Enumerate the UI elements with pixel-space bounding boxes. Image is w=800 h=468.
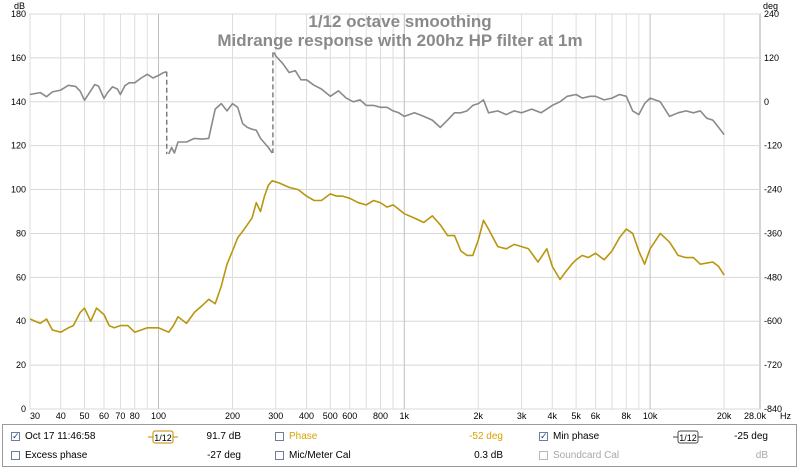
x-tick-label: 100 bbox=[151, 411, 166, 421]
legend-row-1: ✓ Oct 17 11:46:58 1/12 91.7 dB Phase -52… bbox=[3, 427, 796, 447]
right-axis-unit: deg bbox=[763, 1, 778, 11]
right-tick-label: -360 bbox=[764, 228, 782, 238]
x-tick-label: 800 bbox=[373, 411, 388, 421]
x-tick-label: 6k bbox=[591, 411, 601, 421]
x-tick-label: 400 bbox=[299, 411, 314, 421]
right-tick-label: 240 bbox=[764, 9, 779, 19]
legend-row-2: Excess phase -27 deg Mic/Meter Cal 0.3 d… bbox=[3, 446, 796, 466]
x-tick-label: 70 bbox=[115, 411, 125, 421]
x-tick-label: 60 bbox=[99, 411, 109, 421]
right-tick-label: -480 bbox=[764, 272, 782, 282]
x-axis-unit: Hz bbox=[780, 411, 791, 421]
min-phase-checkbox[interactable]: ✓ bbox=[539, 431, 548, 441]
min-phase-series-line bbox=[273, 52, 725, 136]
min-phase-series-line bbox=[29, 71, 167, 102]
min-phase-series-line bbox=[167, 102, 273, 155]
left-tick-label: 40 bbox=[16, 316, 26, 326]
min-phase-label: Min phase bbox=[553, 431, 600, 442]
measurement-value: 91.7 dB bbox=[206, 431, 241, 442]
left-tick-label: 100 bbox=[11, 185, 26, 195]
excess-phase-checkbox[interactable] bbox=[11, 451, 20, 460]
left-axis-unit: dB bbox=[14, 1, 25, 11]
left-tick-label: 60 bbox=[16, 272, 26, 282]
x-tick-label: 500 bbox=[323, 411, 338, 421]
smoothing-icon[interactable]: 1/12 bbox=[148, 430, 178, 444]
min-phase-smoothing-label: 1/12 bbox=[679, 433, 697, 443]
phase-checkbox[interactable] bbox=[275, 432, 284, 441]
left-tick-label: 80 bbox=[16, 228, 26, 238]
soundcard-cal-label: Soundcard Cal bbox=[553, 450, 620, 461]
right-tick-label: 120 bbox=[764, 53, 779, 63]
plot-area[interactable] bbox=[29, 13, 761, 410]
x-tick-label: 30 bbox=[30, 411, 40, 421]
soundcard-cal-value: dB bbox=[755, 450, 768, 461]
x-tick-label: 28.0k bbox=[744, 411, 767, 421]
x-tick-label: 4k bbox=[548, 411, 558, 421]
x-tick-label: 600 bbox=[342, 411, 357, 421]
x-tick-label: 5k bbox=[571, 411, 581, 421]
chart-title-line-2: Midrange response with 200hz HP filter a… bbox=[217, 31, 582, 50]
min-phase-value: -25 deg bbox=[734, 431, 768, 442]
x-tick-label: 20k bbox=[717, 411, 732, 421]
frequency-response-chart: 0 20 40 60 80 100 120 140 160 180 -840 -720 -600 -48… bbox=[11, 1, 792, 421]
right-axis: -840 -720 -600 -480 -360 -240 -120 0 120 240 bbox=[764, 9, 782, 414]
right-tick-label: 0 bbox=[764, 97, 769, 107]
x-tick-label: 3k bbox=[517, 411, 527, 421]
soundcard-cal-checkbox bbox=[539, 451, 548, 460]
measurement-checkbox[interactable]: ✓ bbox=[11, 431, 20, 441]
right-tick-label: -600 bbox=[764, 316, 782, 326]
right-tick-label: -840 bbox=[764, 404, 782, 414]
series-layer bbox=[29, 52, 725, 334]
min-phase-smoothing-icon[interactable]: 1/12 bbox=[673, 430, 703, 444]
x-tick-label: 300 bbox=[268, 411, 283, 421]
excess-phase-label: Excess phase bbox=[25, 450, 88, 461]
spl-series-line bbox=[29, 180, 725, 334]
left-tick-label: 160 bbox=[11, 53, 26, 63]
left-tick-label: 20 bbox=[16, 360, 26, 370]
x-tick-label: 1k bbox=[400, 411, 410, 421]
excess-phase-value: -27 deg bbox=[207, 450, 241, 461]
left-tick-label: 140 bbox=[11, 97, 26, 107]
x-axis: 30 40 50 60 70 80 100 200 300 400 500 600 800 1k 2k 3k 4… bbox=[30, 411, 766, 421]
x-tick-label: 40 bbox=[56, 411, 66, 421]
chart-title-line-1: 1/12 octave smoothing bbox=[308, 12, 491, 31]
x-tick-label: 10k bbox=[643, 411, 658, 421]
x-tick-label: 8k bbox=[622, 411, 632, 421]
mic-meter-cal-label: Mic/Meter Cal bbox=[289, 450, 351, 461]
mic-meter-cal-checkbox[interactable] bbox=[275, 451, 284, 460]
phase-wrap-markers bbox=[166, 52, 274, 155]
right-tick-label: -120 bbox=[764, 141, 782, 151]
smoothing-label: 1/12 bbox=[154, 433, 172, 443]
left-tick-label: 180 bbox=[11, 9, 26, 19]
left-tick-label: 0 bbox=[21, 404, 26, 414]
legend-panel: ✓ Oct 17 11:46:58 1/12 91.7 dB Phase -52… bbox=[2, 424, 797, 467]
left-axis: 0 20 40 60 80 100 120 140 160 180 bbox=[11, 9, 26, 414]
x-tick-label: 80 bbox=[130, 411, 140, 421]
phase-label: Phase bbox=[289, 431, 318, 442]
x-tick-label: 50 bbox=[80, 411, 90, 421]
x-tick-label: 200 bbox=[225, 411, 240, 421]
right-tick-label: -720 bbox=[764, 360, 782, 370]
left-tick-label: 120 bbox=[11, 141, 26, 151]
mic-meter-cal-value: 0.3 dB bbox=[474, 450, 503, 461]
measurement-label: Oct 17 11:46:58 bbox=[25, 431, 96, 442]
x-tick-label: 2k bbox=[474, 411, 484, 421]
right-tick-label: -240 bbox=[764, 185, 782, 195]
phase-value: -52 deg bbox=[469, 431, 503, 442]
